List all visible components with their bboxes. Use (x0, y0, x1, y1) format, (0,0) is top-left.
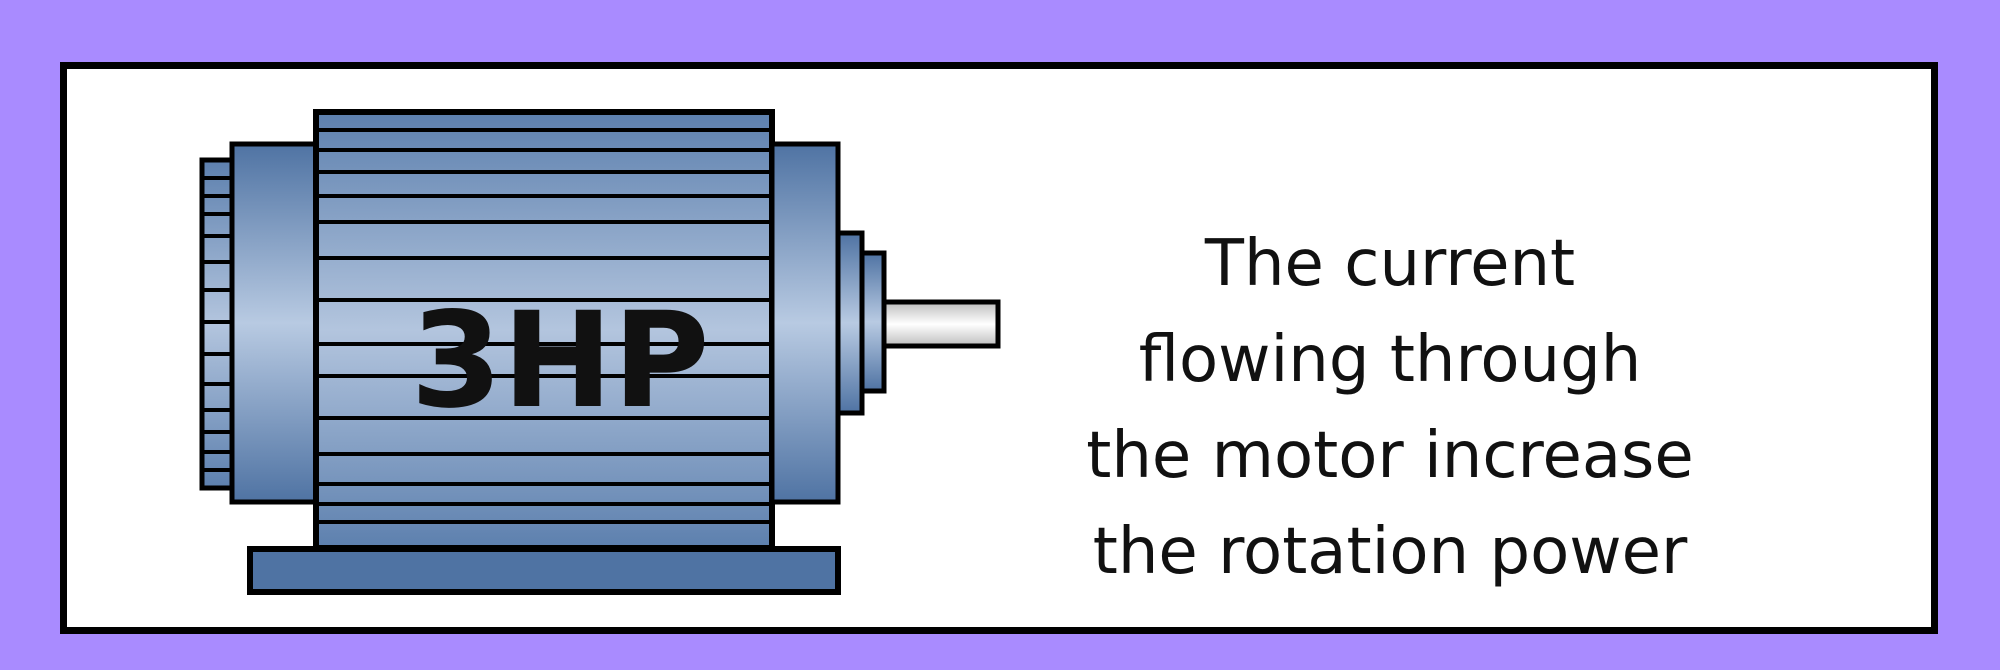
caption-line-3: the motor increase (1086, 419, 1694, 493)
cooling-fins (316, 128, 772, 524)
motor-base (247, 546, 841, 595)
front-end-bell (769, 141, 841, 505)
fan-cover-ribs (202, 176, 232, 472)
bearing-collar (859, 250, 887, 394)
caption-text: The current flowing through the motor in… (1020, 216, 1760, 600)
caption-line-4: the rotation power (1092, 515, 1688, 589)
rear-end-bell (229, 141, 321, 505)
caption-line-2: flowing through (1138, 323, 1642, 397)
stator-body (313, 109, 775, 551)
motor-rating-label: 3HP (410, 284, 709, 438)
motor-shaft (881, 299, 1001, 349)
caption-line-1: The current (1204, 227, 1576, 301)
bearing-flange (835, 230, 865, 416)
